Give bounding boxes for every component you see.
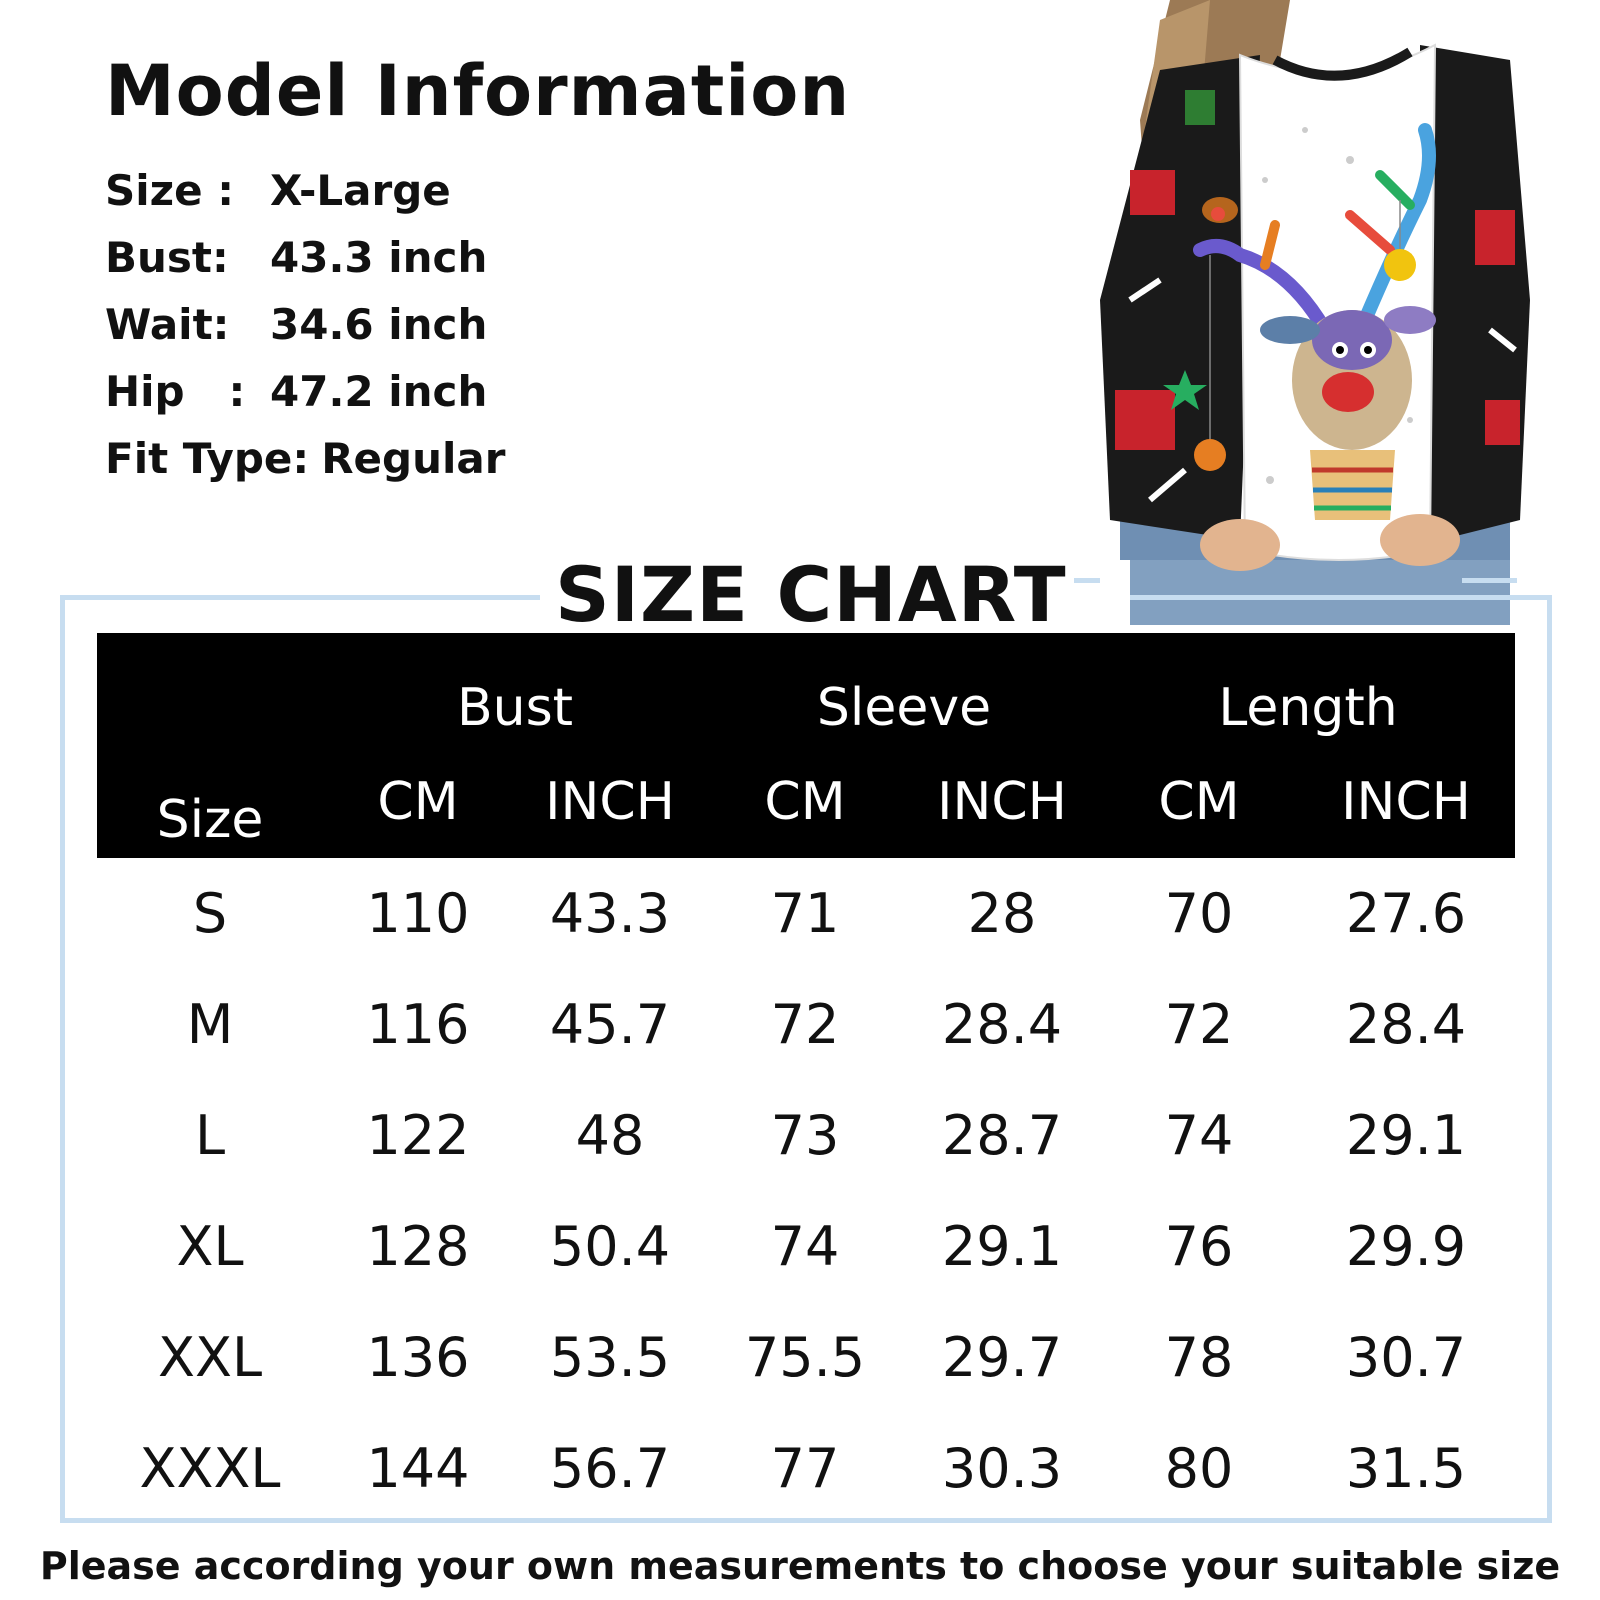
size-chart-body: S 110 43.3 71 28 70 27.6 M 116 45.7 72 2… [97, 858, 1515, 1524]
length-inch-cell: 29.1 [1345, 1104, 1467, 1167]
length-cm-header: CM [1158, 772, 1240, 832]
size-chart-table: Size Bust Sleeve Length CM INCH CM INCH … [97, 633, 1516, 1524]
header-unit-row: CM INCH CM INCH CM INCH [97, 746, 1515, 858]
length-cm-cell: 78 [1164, 1326, 1234, 1389]
length-cm-cell: 80 [1164, 1437, 1234, 1500]
model-hip-value: 47.2 inch [270, 367, 488, 416]
reindeer-sweatshirt-icon [1100, 0, 1530, 625]
length-group-header: Length [1218, 678, 1398, 738]
size-cell: M [186, 993, 234, 1056]
length-cm-cell: 72 [1164, 993, 1234, 1056]
sleeve-inch-cell: 29.7 [941, 1326, 1063, 1389]
bust-inch-cell: 48 [575, 1104, 645, 1167]
bust-inch-cell: 56.7 [549, 1437, 671, 1500]
length-cm-cell: 74 [1164, 1104, 1234, 1167]
table-row: S 110 43.3 71 28 70 27.6 [97, 858, 1515, 969]
length-inch-cell: 28.4 [1345, 993, 1467, 1056]
model-size-label: Size : [105, 166, 234, 215]
length-inch-cell: 31.5 [1345, 1437, 1467, 1500]
sleeve-cm-cell: 77 [770, 1437, 840, 1500]
model-waist-row: Wait: 34.6 inch [105, 304, 850, 371]
header-group-row: Size Bust Sleeve Length [97, 633, 1515, 850]
model-bust-label: Bust: [105, 233, 229, 282]
length-inch-cell: 27.6 [1345, 882, 1467, 945]
sleeve-inch-cell: 29.1 [941, 1215, 1063, 1278]
sleeve-cm-cell: 71 [770, 882, 840, 945]
model-hip-label: Hip : [105, 367, 246, 416]
model-hip-row: Hip : 47.2 inch [105, 371, 850, 438]
bust-cm-cell: 116 [366, 993, 470, 1056]
sleeve-inch-cell: 28.4 [941, 993, 1063, 1056]
product-photo [1090, 0, 1540, 625]
table-row: XL 128 50.4 74 29.1 76 29.9 [97, 1191, 1515, 1302]
bust-cm-cell: 122 [366, 1104, 470, 1167]
bust-inch-cell: 45.7 [549, 993, 671, 1056]
size-cell: XL [176, 1215, 244, 1278]
sleeve-cm-header: CM [764, 772, 846, 832]
model-information-title: Model Information [105, 50, 851, 132]
size-chart-title: SIZE CHART [555, 550, 1067, 639]
model-waist-value: 34.6 inch [270, 300, 488, 349]
bust-inch-header: INCH [545, 772, 675, 832]
frame-dash-left [1074, 578, 1100, 583]
length-inch-cell: 30.7 [1345, 1326, 1467, 1389]
model-bust-value: 43.3 inch [270, 233, 488, 282]
model-bust-row: Bust: 43.3 inch [105, 237, 850, 304]
sleeve-inch-cell: 28 [967, 882, 1037, 945]
table-row: XXXL 144 56.7 77 30.3 80 31.5 [97, 1413, 1515, 1524]
bust-cm-cell: 110 [366, 882, 470, 945]
model-fit-type-label: Fit Type: [105, 434, 310, 483]
sleeve-inch-cell: 30.3 [941, 1437, 1063, 1500]
model-waist-label: Wait: [105, 300, 230, 349]
size-chart-title-background [540, 560, 1130, 635]
sleeve-inch-cell: 28.7 [941, 1104, 1063, 1167]
footer-note: Please according your own measurements t… [39, 1544, 1561, 1588]
bust-cm-cell: 128 [366, 1215, 470, 1278]
table-row: L 122 48 73 28.7 74 29.1 [97, 1080, 1515, 1191]
model-size-row: Size : X-Large [105, 170, 850, 237]
bust-inch-cell: 53.5 [549, 1326, 671, 1389]
length-cm-cell: 70 [1164, 882, 1234, 945]
bust-cm-header: CM [377, 772, 459, 832]
size-cell: XXXL [139, 1437, 281, 1500]
table-row: XXL 136 53.5 75.5 29.7 78 30.7 [97, 1302, 1515, 1413]
model-fit-type-row: Fit Type: Regular [105, 438, 850, 505]
bust-cm-cell: 136 [366, 1326, 470, 1389]
sleeve-cm-cell: 72 [770, 993, 840, 1056]
size-cell: XXL [157, 1326, 263, 1389]
sleeve-group-header: Sleeve [816, 678, 992, 738]
bust-inch-cell: 50.4 [549, 1215, 671, 1278]
model-size-value: X-Large [270, 166, 451, 215]
size-column-header: Size [156, 790, 264, 850]
model-information: Model Information Size : X-Large Bust: 4… [105, 56, 850, 505]
length-inch-header: INCH [1341, 772, 1471, 832]
length-cm-cell: 76 [1164, 1215, 1234, 1278]
length-inch-cell: 29.9 [1345, 1215, 1467, 1278]
sleeve-inch-header: INCH [937, 772, 1067, 832]
bust-inch-cell: 43.3 [549, 882, 671, 945]
sleeve-cm-cell: 74 [770, 1215, 840, 1278]
bust-cm-cell: 144 [366, 1437, 470, 1500]
model-fit-type-value: Regular [321, 434, 506, 483]
sleeve-cm-cell: 73 [770, 1104, 840, 1167]
size-chart-header: Size Bust Sleeve Length CM INCH CM INCH … [97, 633, 1516, 858]
sleeve-cm-cell: 75.5 [744, 1326, 866, 1389]
table-row: M 116 45.7 72 28.4 72 28.4 [97, 969, 1515, 1080]
size-cell: S [192, 882, 228, 945]
frame-dash-right [1462, 578, 1517, 583]
bust-group-header: Bust [456, 678, 574, 738]
size-cell: L [194, 1104, 226, 1167]
